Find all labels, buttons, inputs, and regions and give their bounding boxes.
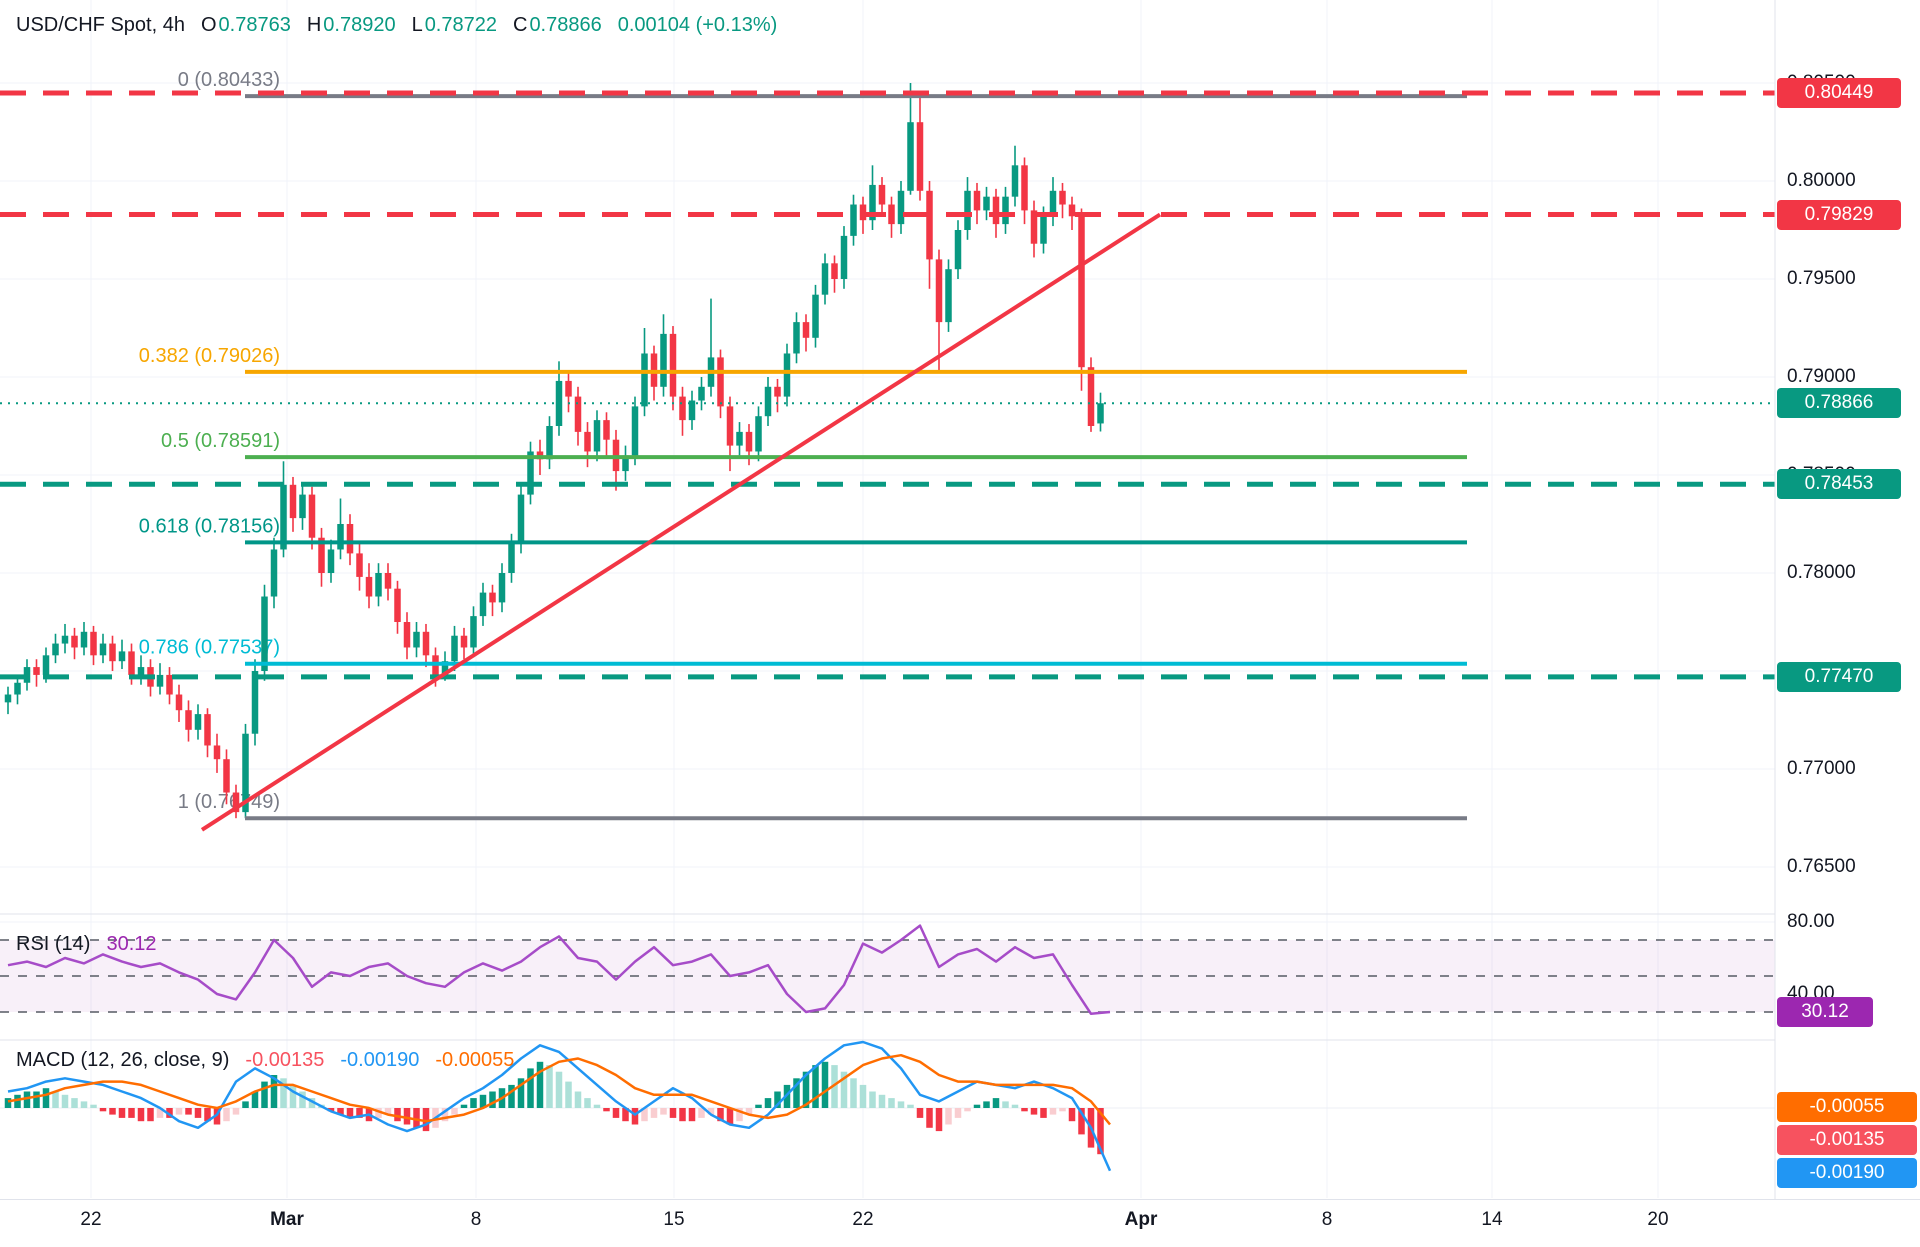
rsi-axis-label: 80.00: [1787, 911, 1835, 932]
ohlc-close: C 0.78866: [512, 14, 602, 36]
fib-label: 0 (0.80433): [178, 69, 280, 91]
time-axis-label: 15: [663, 1209, 685, 1230]
ohlc-open: O 0.78763: [200, 14, 291, 36]
time-axis-label: 8: [1321, 1209, 1333, 1230]
macd-hist-value: -0.00135: [245, 1049, 325, 1071]
price-line-badge: 0.80449: [1777, 77, 1901, 108]
price-axis-label: 0.78000: [1787, 562, 1856, 583]
current-price-badge: 0.78866: [1777, 388, 1901, 419]
price-line-badge: 0.79829: [1777, 199, 1901, 230]
symbol-legend: USD/CHF Spot, 4h O 0.78763 H 0.78920 L 0.78…: [16, 14, 777, 37]
symbol-title: USD/CHF Spot, 4h: [16, 14, 185, 36]
price-axis-label: 0.79000: [1787, 366, 1856, 387]
time-axis-label: Mar: [270, 1209, 304, 1230]
price-axis-label: 0.80000: [1787, 170, 1856, 191]
macd-line-value: -0.00190: [340, 1049, 420, 1071]
price-line-badge: 0.78453: [1777, 469, 1901, 500]
fib-label: 1 (0.76749): [178, 791, 280, 813]
time-axis-label: 22: [852, 1209, 874, 1230]
price-axis-label: 0.76500: [1787, 856, 1856, 877]
macd-value-badge: -0.00055: [1777, 1092, 1917, 1122]
macd-signal-value: -0.00055: [435, 1049, 515, 1071]
macd-value-badge: -0.00135: [1777, 1125, 1917, 1155]
rsi-value-badge: 30.12: [1777, 996, 1873, 1027]
time-axis-label: 20: [1647, 1209, 1669, 1230]
rsi-legend: RSI (14) 30.12: [16, 933, 157, 956]
ohlc-low: L 0.78722: [411, 14, 497, 36]
time-axis-label: Apr: [1124, 1209, 1158, 1230]
time-axis[interactable]: 22 Mar 8 15 22 Apr 8 14 20: [0, 1199, 1920, 1247]
fib-label: 0.5 (0.78591): [161, 430, 280, 452]
ohlc-high: H 0.78920: [306, 14, 396, 36]
rsi-value: 30.12: [106, 933, 157, 955]
rsi-title: RSI (14): [16, 933, 91, 955]
time-axis-label: 8: [470, 1209, 482, 1230]
fib-label: 0.618 (0.78156): [139, 515, 280, 537]
change-value: 0.00104 (+0.13%): [617, 14, 778, 36]
time-axis-label: 22: [80, 1209, 102, 1230]
macd-value-badge: -0.00190: [1777, 1158, 1917, 1188]
time-axis-label: 14: [1481, 1209, 1503, 1230]
macd-legend: MACD (12, 26, close, 9) -0.00135 -0.0019…: [16, 1049, 514, 1072]
fib-label: 0.786 (0.77537): [139, 637, 280, 659]
fib-label: 0.382 (0.79026): [139, 345, 280, 367]
price-line-badge: 0.77470: [1777, 661, 1901, 692]
price-axis-label: 0.79500: [1787, 268, 1856, 289]
macd-title: MACD (12, 26, close, 9): [16, 1049, 230, 1071]
price-axis[interactable]: 0.805000.800000.795000.790000.785000.780…: [1775, 0, 1920, 1246]
price-axis-label: 0.77000: [1787, 758, 1856, 779]
